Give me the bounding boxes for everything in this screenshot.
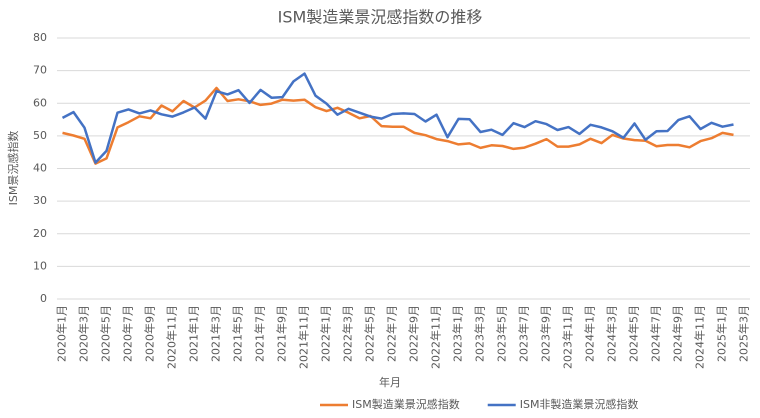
x-tick-label: 2022年3月 xyxy=(341,305,355,362)
x-tick-label: 2022年1月 xyxy=(319,305,333,362)
chart-title: ISM製造業景況感指数の推移 xyxy=(278,8,483,27)
x-tick-label: 2021年11月 xyxy=(297,305,311,369)
x-tick-label: 2022年7月 xyxy=(385,305,399,362)
x-tick-label: 2020年5月 xyxy=(99,305,113,362)
y-tick-label: 70 xyxy=(33,64,47,77)
x-tick-label: 2023年9月 xyxy=(539,305,553,362)
x-tick-label: 2023年7月 xyxy=(517,305,531,362)
x-tick-label: 2021年7月 xyxy=(253,305,267,362)
x-tick-label: 2023年1月 xyxy=(451,305,465,362)
x-tick-label: 2024年1月 xyxy=(583,305,597,362)
x-tick-label: 2021年5月 xyxy=(231,305,245,362)
x-tick-label: 2020年7月 xyxy=(121,305,135,362)
x-tick-label: 2021年1月 xyxy=(187,305,201,362)
y-tick-label: 0 xyxy=(40,292,47,305)
x-tick-label: 2022年5月 xyxy=(363,305,377,362)
x-tick-label: 2020年3月 xyxy=(77,305,91,362)
y-tick-label: 40 xyxy=(33,162,47,175)
x-axis-title: 年月 xyxy=(379,375,401,389)
legend-label: ISM非製造業景況感指数 xyxy=(520,397,639,411)
x-tick-label: 2024年11月 xyxy=(693,305,707,369)
x-tick-label: 2021年9月 xyxy=(275,305,289,362)
y-tick-label: 20 xyxy=(33,227,47,240)
x-tick-label: 2020年9月 xyxy=(143,305,157,362)
x-tick-label: 2020年11月 xyxy=(165,305,179,369)
y-axis-title: ISM景況感指数 xyxy=(6,131,20,206)
x-tick-label: 2024年5月 xyxy=(627,305,641,362)
x-tick-label: 2021年3月 xyxy=(209,305,223,362)
x-tick-label: 2025年3月 xyxy=(737,305,751,362)
x-tick-label: 2024年9月 xyxy=(671,305,685,362)
x-tick-label: 2024年3月 xyxy=(605,305,619,362)
x-tick-label: 2023年5月 xyxy=(495,305,509,362)
y-tick-label: 80 xyxy=(33,31,47,44)
x-tick-label: 2025年1月 xyxy=(715,305,729,362)
x-tick-label: 2023年11月 xyxy=(561,305,575,369)
x-tick-label: 2022年11月 xyxy=(429,305,443,369)
x-tick-label: 2020年1月 xyxy=(55,305,69,362)
y-tick-label: 50 xyxy=(33,129,47,142)
x-tick-label: 2022年9月 xyxy=(407,305,421,362)
series-line xyxy=(61,72,734,164)
legend-label: ISM製造業景況感指数 xyxy=(352,397,460,411)
x-tick-label: 2023年3月 xyxy=(473,305,487,362)
y-tick-label: 30 xyxy=(33,194,47,207)
x-tick-label: 2024年7月 xyxy=(649,305,663,362)
y-tick-label: 10 xyxy=(33,259,47,272)
y-tick-label: 60 xyxy=(33,96,47,109)
